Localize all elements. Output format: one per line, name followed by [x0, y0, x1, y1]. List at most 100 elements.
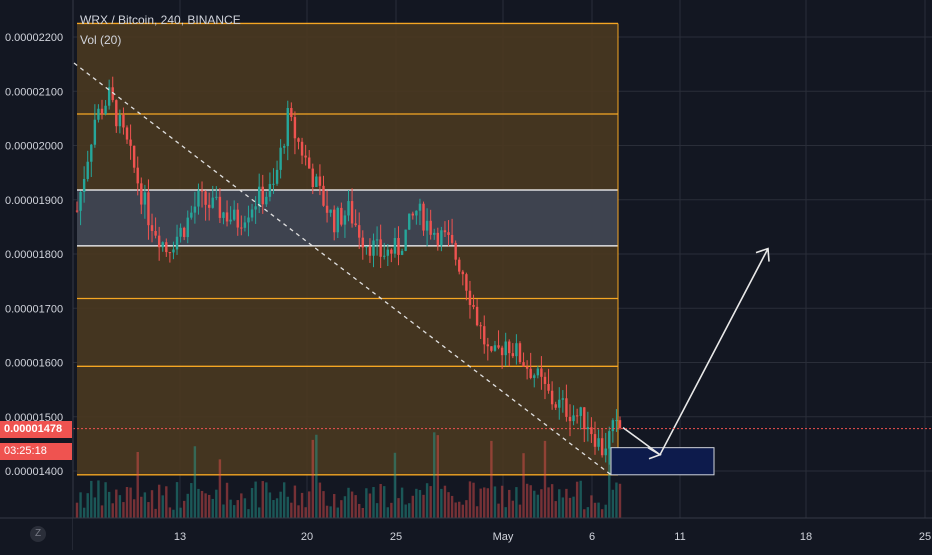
volume-bar [458, 501, 461, 518]
volume-bar [282, 482, 286, 518]
y-tick-label: 0.00002100 [5, 86, 63, 98]
volume-bar [261, 481, 264, 518]
volume-bar [315, 434, 318, 518]
descending-trendline[interactable] [73, 62, 612, 476]
candle-body [136, 167, 139, 184]
price-axis[interactable]: 0.00002200 0.00002100 0.00002000 0.00001900… [0, 0, 74, 550]
volume-bar [383, 486, 386, 518]
volume-bar [490, 440, 493, 518]
volume-bar [140, 496, 143, 518]
candle-body [593, 434, 597, 447]
candle-body [404, 229, 407, 251]
volume-bar [372, 487, 375, 518]
volume-bar [300, 492, 304, 518]
candle-body [172, 249, 175, 253]
volume-bar [390, 502, 393, 518]
volume-bar [329, 506, 332, 518]
candle-body [550, 390, 554, 405]
time-axis[interactable]: 13 20 25 May 6 11 18 25 [0, 517, 932, 550]
candle-body [583, 407, 586, 430]
volume-bar [107, 491, 111, 518]
candle-body [522, 362, 525, 367]
volume-bar [222, 504, 225, 518]
candle-body [454, 242, 457, 260]
candle-body [240, 227, 243, 229]
symbol-title[interactable]: WRX / Bitcoin, 240, BINANCE [80, 13, 241, 27]
volume-bar [254, 481, 257, 518]
volume-bar [336, 507, 339, 518]
candle-body [411, 213, 415, 216]
candle-body [147, 192, 150, 226]
volume-bar [115, 489, 118, 518]
candle-body [122, 114, 125, 128]
volume-bar [218, 459, 222, 518]
candle-body [104, 105, 107, 115]
volume-bar [265, 482, 268, 518]
volume-bar [354, 495, 357, 518]
target-zone-box[interactable] [610, 447, 715, 476]
last-price-tag: 0.00001478 [0, 420, 72, 438]
candle-body [268, 183, 272, 197]
volume-bar [393, 452, 397, 518]
volume-bar [82, 507, 86, 518]
volume-bar [493, 486, 497, 518]
candle-body [190, 212, 193, 218]
candle-body [490, 346, 493, 351]
candle-body [554, 404, 557, 408]
chart-legend: WRX / Bitcoin, 240, BINANCE Vol (20) [80, 10, 241, 50]
volume-bar [93, 497, 97, 518]
volume-bar [257, 507, 261, 518]
volume-bar [497, 503, 500, 518]
volume-bar [290, 502, 293, 518]
volume-bar [600, 509, 604, 518]
candle-body [157, 235, 161, 248]
volume-bar [418, 490, 422, 518]
volume-bar [147, 502, 150, 518]
tradingview-logo-icon[interactable]: Z [30, 526, 46, 542]
candle-body [179, 227, 182, 237]
y-tick-label: 0.00002200 [5, 32, 63, 44]
candle-body [318, 176, 322, 186]
volume-bar [515, 487, 518, 518]
volume-bar [375, 503, 379, 518]
volume-bar [293, 485, 297, 518]
candle-body [250, 209, 254, 218]
candle-body [590, 427, 593, 435]
volume-indicator-label[interactable]: Vol (20) [80, 33, 122, 47]
candle-body [315, 176, 318, 188]
candle-body [150, 225, 154, 231]
candle-body [611, 420, 615, 432]
candle-body [79, 191, 82, 211]
volume-bar [325, 505, 329, 518]
candle-body [243, 222, 247, 228]
volume-bar [529, 485, 532, 518]
candle-body [433, 232, 436, 235]
candle-body [586, 427, 590, 430]
candle-body [440, 230, 443, 246]
candle-body [340, 207, 343, 225]
candle-body [393, 237, 397, 254]
candle-body [165, 242, 168, 253]
volume-bar [204, 493, 207, 518]
candle-body [540, 368, 543, 377]
candle-body [75, 210, 79, 212]
volume-bar [590, 495, 593, 518]
candle-body [204, 191, 207, 205]
volume-bar [447, 492, 450, 518]
volume-bar [157, 484, 161, 518]
volume-bar [182, 500, 186, 518]
x-tick-label: 6 [589, 531, 595, 543]
candle-body [336, 207, 339, 233]
volume-bar [468, 481, 472, 518]
candle-body [140, 183, 143, 205]
arrow-head-icon [755, 247, 770, 262]
volume-bar [272, 499, 275, 518]
candle-body [193, 206, 197, 213]
candle-body [247, 217, 250, 223]
volume-bar [304, 507, 307, 518]
volume-bar [558, 489, 561, 518]
candle-body [200, 190, 204, 192]
volume-bar [240, 493, 243, 518]
